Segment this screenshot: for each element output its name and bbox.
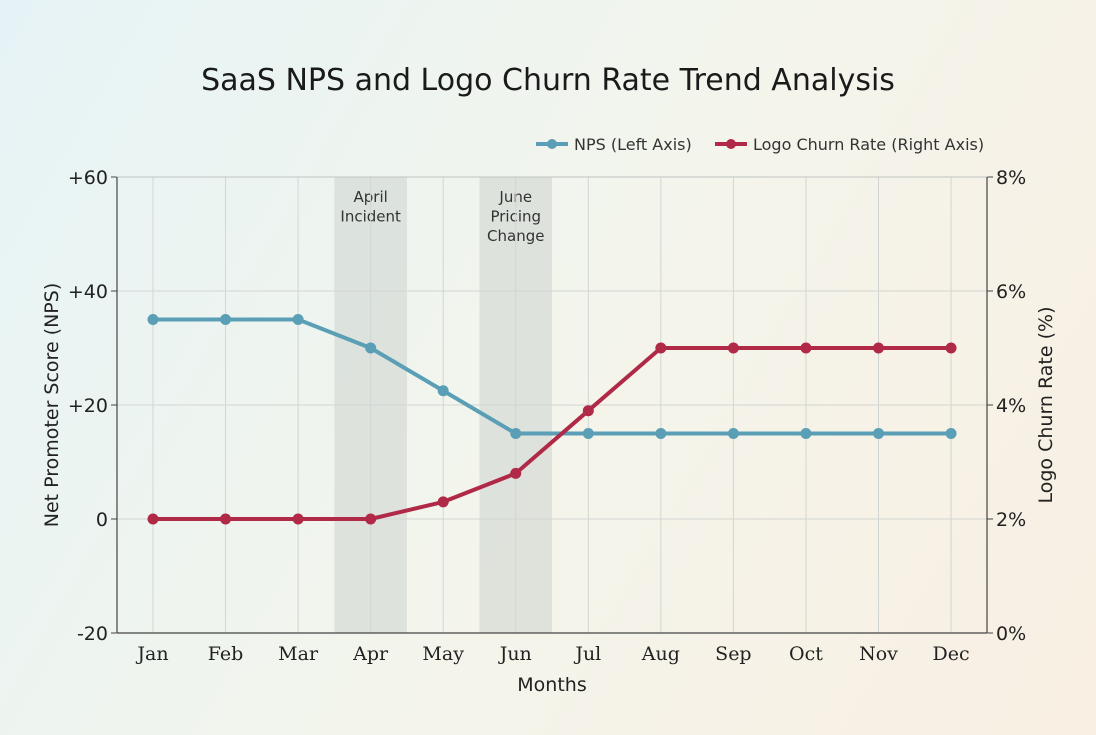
legend-marker [726, 139, 736, 149]
x-tick-label: Dec [932, 643, 969, 665]
left-tick-label: 0 [96, 509, 108, 531]
x-tick-label: Nov [859, 643, 898, 665]
series-0-point [582, 428, 594, 439]
left-tick-label: -20 [77, 623, 108, 645]
series-0-point [437, 385, 449, 397]
series-1-point [220, 513, 232, 525]
series-0-point [727, 428, 739, 439]
x-tick-label: Oct [789, 643, 823, 665]
series-0-point [655, 428, 667, 439]
series-1-point [582, 405, 594, 417]
x-axis-label: Months [517, 674, 586, 696]
series-0-point [292, 314, 304, 325]
right-tick-label: 6% [996, 281, 1026, 303]
legend-label: NPS (Left Axis) [574, 135, 692, 154]
series-1-point [727, 342, 739, 354]
right-tick-label: 2% [996, 509, 1026, 531]
series-1-point [873, 342, 884, 354]
left-tick-label: +60 [68, 167, 108, 189]
chart-title: SaaS NPS and Logo Churn Rate Trend Analy… [201, 63, 895, 98]
x-tick-label: Apr [352, 643, 389, 665]
series-0-point [510, 428, 522, 439]
series-1-point [365, 513, 377, 525]
right-axis-label: Logo Churn Rate (%) [1035, 307, 1057, 504]
series-1-point [147, 513, 159, 525]
series-1-point [655, 342, 667, 354]
series-1-point [292, 513, 304, 525]
x-tick-label: Sep [715, 643, 751, 665]
left-tick-label: +20 [68, 395, 108, 417]
legend-label: Logo Churn Rate (Right Axis) [753, 135, 984, 154]
left-tick-label: +40 [68, 281, 108, 303]
x-tick-label: Feb [208, 643, 244, 665]
series-1-point [945, 342, 957, 354]
legend-marker [547, 139, 557, 149]
series-1-point [800, 342, 812, 354]
series-line-0 [153, 317, 952, 436]
right-tick-label: 0% [996, 623, 1026, 645]
series-0-point [147, 314, 159, 325]
x-tick-label: Mar [278, 643, 319, 665]
x-tick-label: Jul [573, 643, 601, 665]
series-0-point [945, 428, 957, 439]
series-0-point [220, 314, 232, 325]
series-0-point [873, 428, 884, 439]
right-tick-label: 8% [996, 167, 1026, 189]
series-0-point [365, 342, 377, 354]
left-axis-label: Net Promoter Score (NPS) [41, 283, 63, 527]
x-tick-label: Jan [135, 643, 168, 665]
series-0-point [800, 428, 812, 439]
series-1-point [510, 467, 522, 479]
x-tick-label: Jun [498, 643, 532, 665]
series-1-point [437, 496, 449, 508]
x-tick-label: Aug [641, 643, 680, 665]
series-line-1 [153, 346, 952, 521]
right-tick-label: 4% [996, 395, 1026, 417]
x-tick-label: May [422, 643, 464, 665]
